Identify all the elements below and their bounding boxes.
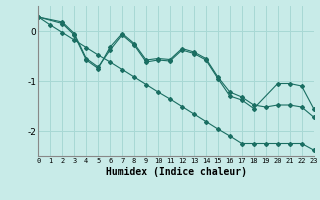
X-axis label: Humidex (Indice chaleur): Humidex (Indice chaleur) — [106, 167, 246, 177]
